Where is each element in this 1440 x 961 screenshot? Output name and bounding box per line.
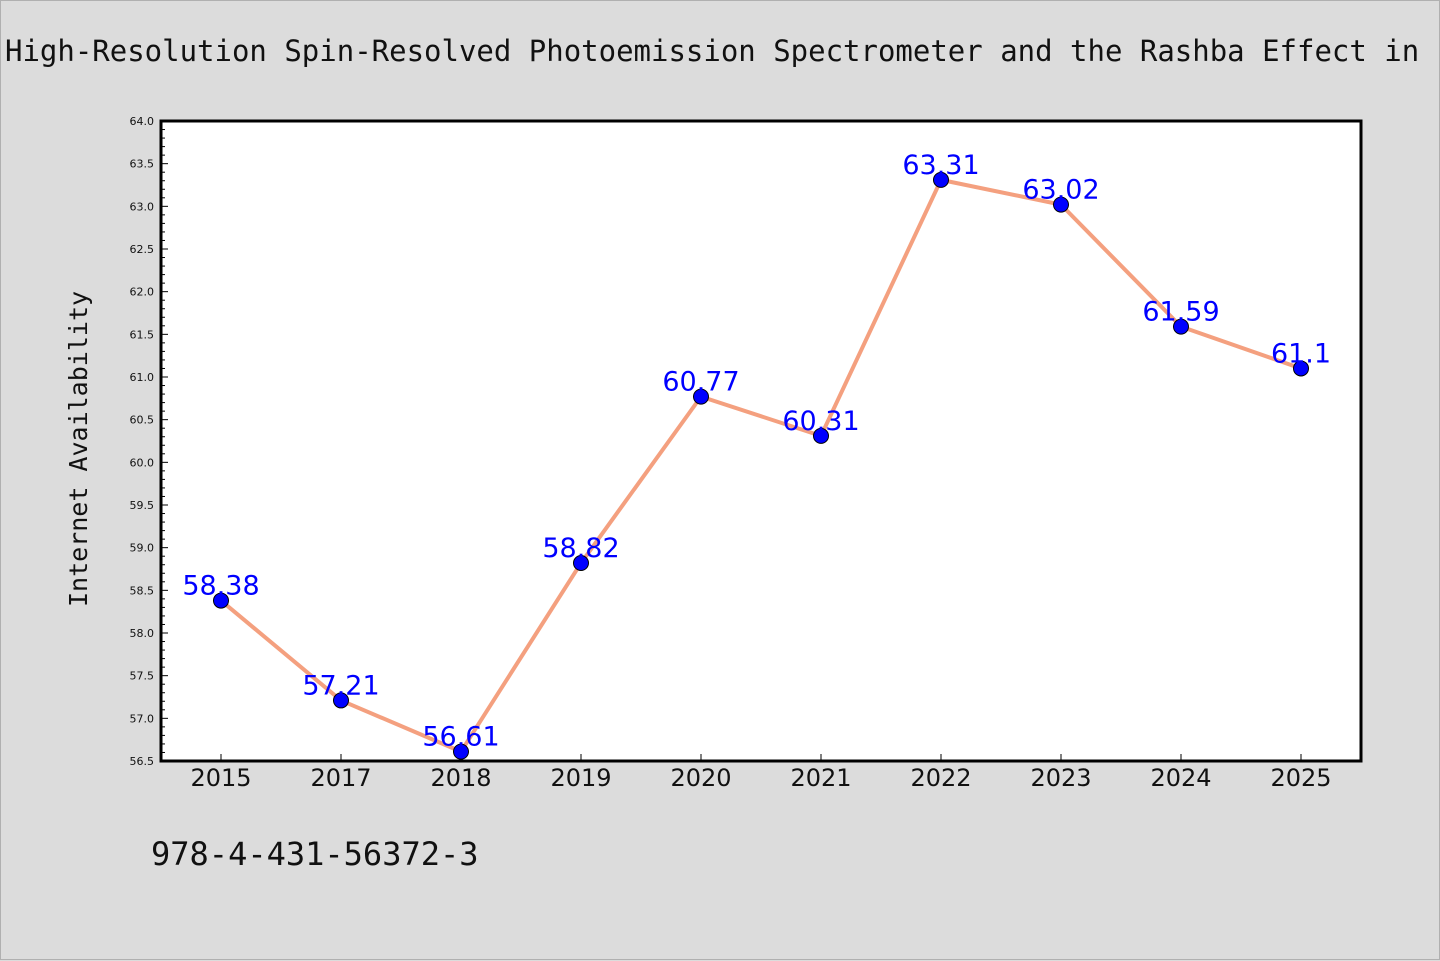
x-tick-label: 2024 [1150,764,1211,792]
data-labels-group: 58.38 57.21 56.61 58.82 60.77 60.31 63.31 63.02… [182,150,1331,753]
chart-title: High-Resolution Spin-Resolved Photoemiss… [5,34,1420,68]
series-line [219,177,1302,754]
y-axis-label: Internet Availability [64,291,93,607]
data-label: 56.61 [422,722,499,753]
data-point-marker [933,171,949,188]
data-label: 63.02 [1022,175,1099,206]
data-label: 58.82 [542,533,619,564]
y-tick-label: 63.0 [130,200,155,213]
data-point-marker [813,427,829,444]
y-tick-label: 58.0 [130,627,155,640]
data-point-marker [573,555,589,572]
data-label: 57.21 [302,670,379,701]
data-label: 61.59 [1142,297,1219,328]
y-axis: 56.5 57.0 57.5 58.0 58.5 59.0 59.5 60.0 60.5 61.0… [130,115,168,768]
y-tick-label: 62.0 [130,286,155,299]
x-tick-label: 2021 [790,764,851,792]
series-line-group [219,177,1302,754]
y-tick-label: 59.5 [130,499,155,512]
y-tick-label: 57.0 [130,712,155,725]
data-point-marker [453,743,469,760]
x-tick-label: 2020 [670,764,731,792]
x-tick-label: 2017 [310,764,371,792]
y-tick-label: 61.5 [130,328,155,341]
data-label: 63.31 [902,150,979,181]
y-tick-label: 63.5 [130,158,155,171]
x-tick-label: 2023 [1030,764,1091,792]
data-label: 58.38 [182,571,259,602]
y-tick-label: 60.0 [130,456,155,469]
x-axis: 2015 2017 2018 2019 2020 2021 2022 2023 2024 2025 [190,754,1332,792]
y-tick-label: 61.0 [130,371,155,384]
x-tick-label: 2015 [190,764,251,792]
data-point-marker [1293,360,1309,377]
data-point-marker [1053,196,1069,213]
data-point-marker [693,388,709,405]
y-tick-label: 57.5 [130,670,155,683]
y-tick-label: 62.5 [130,243,155,256]
plot-area [159,119,1363,763]
data-label: 60.77 [662,367,739,398]
data-point-marker [333,692,349,709]
markers-group [213,171,1309,760]
x-tick-label: 2019 [550,764,611,792]
y-tick-label: 59.0 [130,542,155,555]
x-tick-label: 2022 [910,764,971,792]
data-point-marker [1173,318,1189,335]
y-tick-label: 56.5 [130,755,155,768]
y-tick-label: 64.0 [130,115,155,128]
y-tick-label: 60.5 [130,414,155,427]
x-tick-label: 2025 [1270,764,1331,792]
data-point-marker [213,592,229,609]
isbn-text: 978-4-431-56372-3 [151,835,479,873]
data-label: 61.1 [1271,338,1331,369]
data-label: 60.31 [782,406,859,437]
x-tick-label: 2018 [430,764,491,792]
y-tick-label: 58.5 [130,584,155,597]
